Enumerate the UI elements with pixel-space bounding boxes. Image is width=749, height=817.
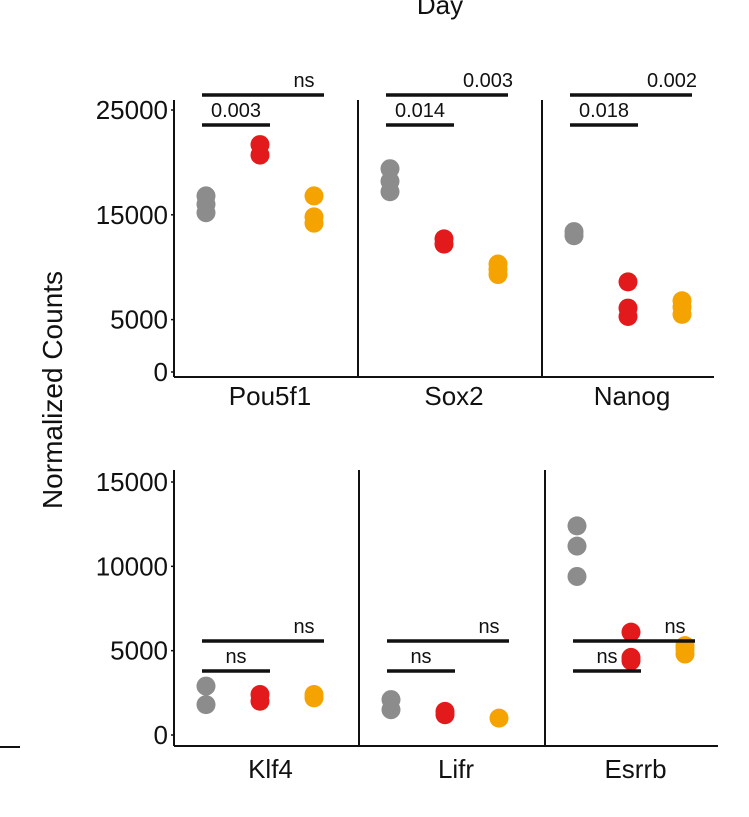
data-point: [621, 647, 641, 667]
significance-label: ns: [410, 646, 431, 668]
y-tick-label: 10000: [96, 551, 168, 581]
data-point: [304, 186, 324, 206]
data-point: [567, 516, 587, 536]
significance-label: 0.002: [647, 70, 697, 92]
data-point: [567, 566, 587, 586]
data-point: [381, 690, 401, 710]
gene-label: Sox2: [424, 381, 483, 411]
data-point: [488, 254, 508, 274]
y-tick-label: 5000: [110, 636, 168, 666]
data-point: [196, 676, 216, 696]
gene-label: Lifr: [438, 754, 474, 784]
significance-label: 0.018: [579, 100, 629, 122]
data-point: [675, 636, 695, 656]
significance-label: 0.003: [211, 100, 261, 122]
y-tick-label: 15000: [96, 467, 168, 497]
data-point: [672, 291, 692, 311]
data-point: [304, 685, 324, 705]
significance-label: ns: [664, 616, 685, 638]
data-point: [250, 135, 270, 155]
data-point: [380, 159, 400, 179]
data-point: [250, 685, 270, 705]
data-point: [567, 536, 587, 556]
y-axis-label: Normalized Counts: [37, 271, 68, 509]
gene-label: Esrrb: [604, 754, 666, 784]
gene-label: Nanog: [594, 381, 671, 411]
significance-label: 0.003: [463, 70, 513, 92]
y-tick-label: 5000: [110, 305, 168, 335]
data-point: [196, 695, 216, 715]
data-point: [434, 229, 454, 249]
gene-label: Klf4: [248, 754, 293, 784]
significance-label: 0.014: [395, 100, 445, 122]
significance-label: ns: [596, 646, 617, 668]
data-point: [489, 708, 509, 728]
y-tick-label: 0: [154, 720, 168, 750]
y-tick-label: 25000: [96, 95, 168, 125]
data-point: [435, 701, 455, 721]
significance-label: ns: [478, 616, 499, 638]
plot-area: 25000 15000 5000 0 Pou5f1 0.003 ns Sox2 0.014 0.0…: [96, 70, 718, 784]
data-point: [621, 622, 641, 642]
data-point: [564, 222, 584, 242]
top-label: Day: [417, 0, 463, 20]
gene-label: Pou5f1: [229, 381, 311, 411]
significance-label: ns: [293, 616, 314, 638]
y-tick-label: 0: [154, 357, 168, 387]
data-point: [304, 207, 324, 227]
data-point: [196, 186, 216, 206]
data-point: [618, 272, 638, 292]
significance-label: ns: [293, 70, 314, 92]
data-point: [618, 298, 638, 318]
y-tick-label: 15000: [96, 200, 168, 230]
significance-label: ns: [225, 646, 246, 668]
